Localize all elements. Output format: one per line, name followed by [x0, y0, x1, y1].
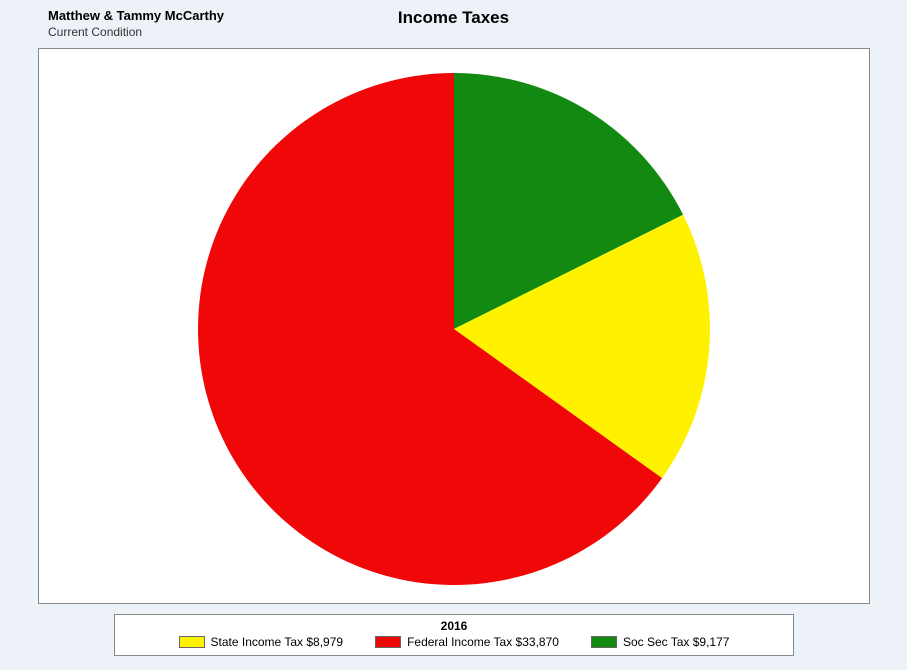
legend: 2016 State Income Tax $8,979 Federal Inco…	[114, 614, 794, 656]
chart-area	[38, 48, 870, 604]
legend-item: Soc Sec Tax $9,177	[591, 635, 730, 649]
legend-label: State Income Tax $8,979	[211, 635, 344, 649]
legend-swatch	[591, 636, 617, 648]
chart-title: Income Taxes	[0, 8, 907, 28]
legend-swatch	[179, 636, 205, 648]
legend-title: 2016	[115, 619, 793, 633]
legend-swatch	[375, 636, 401, 648]
legend-item: State Income Tax $8,979	[179, 635, 344, 649]
legend-label: Soc Sec Tax $9,177	[623, 635, 730, 649]
legend-label: Federal Income Tax $33,870	[407, 635, 559, 649]
legend-item: Federal Income Tax $33,870	[375, 635, 559, 649]
pie-chart	[194, 69, 714, 594]
